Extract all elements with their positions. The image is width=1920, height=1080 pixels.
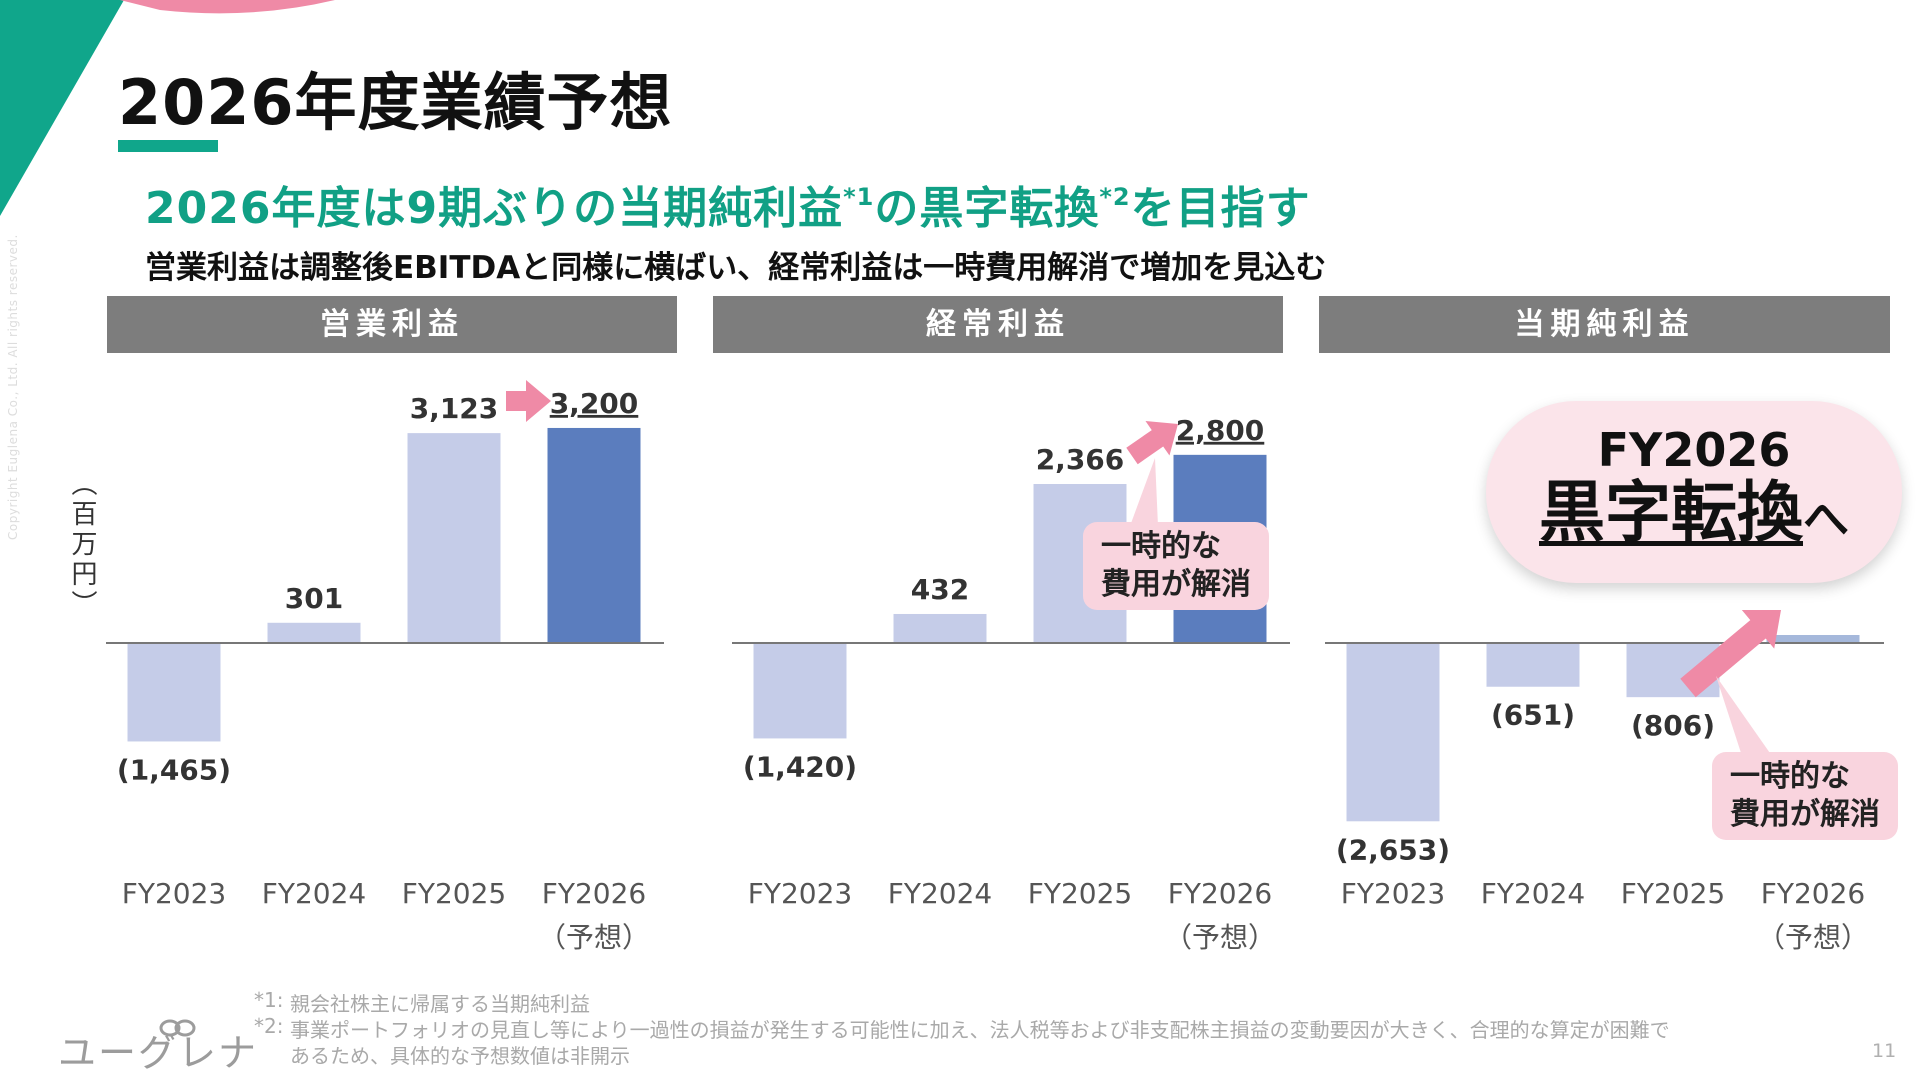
footnote-1-text: 親会社株主に帰属する当期純利益 <box>290 992 590 1016</box>
deco-green-shape <box>0 0 124 216</box>
bar-forecast <box>547 427 641 643</box>
bubble-line-1: 一時的な <box>1101 529 1221 564</box>
x-tick-label: FY2024 <box>1481 877 1585 910</box>
data-label: (1,465) <box>117 753 231 786</box>
data-label: 3,123 <box>410 392 499 425</box>
data-label: (2,653) <box>1336 833 1450 866</box>
bar <box>753 643 847 739</box>
footnote-1-label: *1: <box>254 988 284 1012</box>
x-tick-label: FY2024 <box>888 877 992 910</box>
x-tick-label: FY2025 <box>402 877 506 910</box>
bar <box>1486 643 1580 687</box>
x-tick-label: FY2023 <box>748 877 852 910</box>
bubble-pointer <box>1716 676 1772 756</box>
data-label: (651) <box>1491 699 1575 732</box>
deco-pink-shape <box>120 0 335 14</box>
footnote-2-text-line1: 事業ポートフォリオの見直し等により一過性の損益が発生する可能性に加え、法人税等お… <box>290 1018 1670 1042</box>
data-label: 3,200 <box>550 387 639 420</box>
footnote-2-text-line2: あるため、具体的な予想数値は非開示 <box>290 1044 630 1068</box>
bar <box>407 433 501 643</box>
bubble-line-2: 費用が解消 <box>1730 797 1880 832</box>
footnote-ref-1: *1 <box>843 183 875 211</box>
one-time-cost-bubble-net: 一時的な 費用が解消 <box>1712 752 1898 840</box>
x-tick-label: FY2023 <box>1341 877 1445 910</box>
turnaround-main: 黒字転換 <box>1539 474 1803 551</box>
x-tick-label: FY2025 <box>1028 877 1132 910</box>
x-tick-label: FY2026 <box>1761 877 1865 910</box>
bar <box>893 613 987 643</box>
footnote-2-label: *2: <box>254 1014 284 1038</box>
data-label: 2,800 <box>1176 414 1265 447</box>
headline-main: 2026年度は9期ぶりの当期純利益 <box>145 183 844 234</box>
x-tick-label: FY2026 <box>542 877 646 910</box>
bar-undisclosed <box>1766 635 1860 643</box>
headline-end: を目指す <box>1130 183 1311 234</box>
title-underline <box>118 140 218 152</box>
turnaround-callout: FY2026 黒字転換へ <box>1486 401 1902 583</box>
panel-header-net-income: 当期純利益 <box>1319 296 1890 353</box>
bar <box>267 622 361 643</box>
page-number: 11 <box>1872 1040 1897 1062</box>
x-tick-sublabel: （予想） <box>1164 921 1276 954</box>
footnote-ref-2: *2 <box>1099 183 1131 211</box>
one-time-cost-bubble-ordinary: 一時的な 費用が解消 <box>1083 522 1269 610</box>
page-title: 2026年度業績予想 <box>118 66 673 139</box>
data-label: 2,366 <box>1036 443 1125 476</box>
data-label: 432 <box>911 573 969 606</box>
bar <box>127 643 221 742</box>
x-tick-label: FY2026 <box>1168 877 1272 910</box>
panel-header-ordinary-income: 経常利益 <box>713 296 1283 353</box>
bar <box>1346 643 1440 822</box>
data-label: 301 <box>285 582 343 615</box>
y-axis-unit: （百万円） <box>67 470 97 620</box>
panel-header-operating-income: 営業利益 <box>107 296 677 353</box>
bubble-line-1: 一時的な <box>1730 759 1850 794</box>
bubble-pointer <box>1130 458 1158 526</box>
logo-icon <box>159 1019 196 1037</box>
growth-arrow-ordinary <box>1126 421 1178 465</box>
x-tick-label: FY2025 <box>1621 877 1725 910</box>
x-tick-sublabel: （予想） <box>1757 921 1869 954</box>
turnaround-suffix: へ <box>1803 492 1849 546</box>
growth-arrow-operating <box>506 380 551 422</box>
x-tick-label: FY2023 <box>122 877 226 910</box>
data-label: (1,420) <box>743 750 857 783</box>
turnaround-year: FY2026 <box>1597 423 1791 477</box>
headline-mid: の黒字転換 <box>874 183 1100 234</box>
subheadline: 営業利益は調整後EBITDAと同様に横ばい、経常利益は一時費用解消で増加を見込む <box>145 250 1327 286</box>
company-logo-text: ユーグレナ <box>58 1031 259 1075</box>
turnaround-arrow-net <box>1680 609 1781 698</box>
turnaround-text: 黒字転換へ <box>1486 475 1902 557</box>
data-label: (806) <box>1631 709 1715 742</box>
x-tick-sublabel: （予想） <box>538 921 650 954</box>
headline: 2026年度は9期ぶりの当期純利益*1の黒字転換*2を目指す <box>145 172 1311 236</box>
x-tick-label: FY2024 <box>262 877 366 910</box>
bubble-line-2: 費用が解消 <box>1101 567 1251 602</box>
